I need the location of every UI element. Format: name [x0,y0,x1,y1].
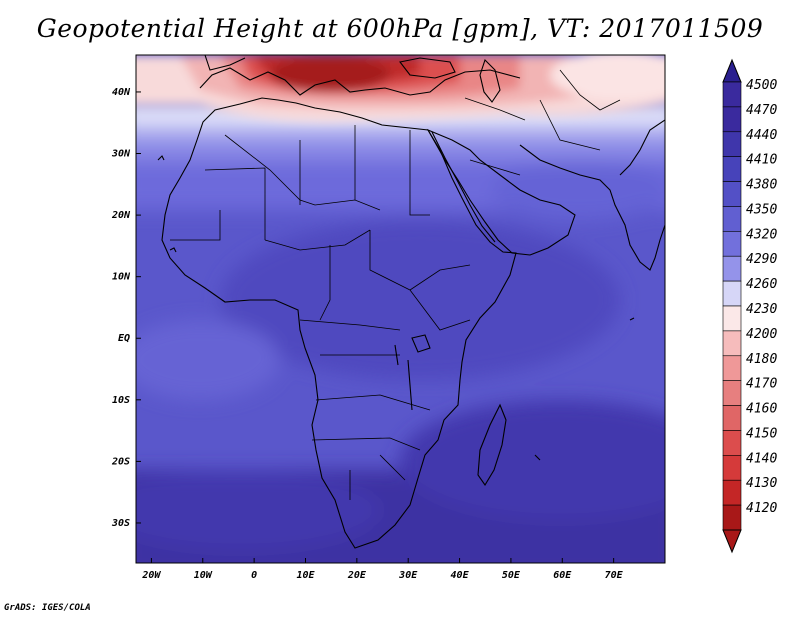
colorbar-label: 4440 [746,128,777,143]
colorbar-swatch [722,504,742,531]
colorbar-label: 4150 [746,426,777,441]
colorbar-label: 4470 [746,103,777,118]
colorbar-label: 4170 [746,377,777,392]
colorbar-swatch [722,156,742,182]
latitude-axis: 40N 30N 20N 10N EQ 10S 20S 30S [111,87,141,529]
colorbar-label: 4500 [746,78,777,93]
longitude-axis: 20W 10W 0 10E 20E 30E 40E 50E 60E 70E [141,558,624,581]
plot-frame [135,54,666,564]
lon-tick-label: 20E [347,570,367,581]
colorbar-swatch [722,380,742,406]
colorbar-swatch [722,355,742,381]
colorbar-swatch [722,131,742,157]
colorbar-swatch [722,181,742,207]
colorbar-label: 4290 [746,252,777,267]
country-borders [170,69,621,500]
lon-tick-label: 60E [553,570,572,581]
colorbar-swatch [722,430,742,456]
colorbar-label: 4160 [746,402,777,417]
colorbar-label: 4320 [746,227,777,242]
lon-tick-label: 40E [451,570,470,581]
colorbar-label: 4260 [746,277,777,292]
colorbar-swatch [722,255,742,282]
colorbar-top-arrow [722,58,742,83]
lat-tick-label: 20N [111,210,131,221]
colorbar-swatch [722,405,742,431]
lat-tick-label: EQ [118,333,130,344]
lon-tick-label: 10E [296,570,315,581]
colorbar-swatch [722,106,742,133]
colorbar-label: 4230 [746,302,777,317]
lat-tick-label: 10N [112,272,131,283]
lon-tick-label: 30E [398,570,418,581]
colorbar-swatch [722,330,742,357]
colorbar-label: 4350 [746,202,777,217]
chart-title: Geopotential Height at 600hPa [gpm], VT:… [36,14,764,43]
lon-tick-label: 10W [194,570,213,581]
colorbar-label: 4380 [746,178,777,193]
colorbar-swatch [722,479,742,506]
colorbar: 4500 4470 4440 4410 4380 4350 4320 4290 4260 4230… [722,58,777,554]
lat-tick-label: 10S [112,395,130,406]
lon-tick-label: 20W [141,570,161,581]
colorbar-label: 4120 [746,501,777,516]
lat-tick-label: 40N [112,87,131,98]
colorbar-swatch [722,81,742,108]
colorbar-label: 4200 [746,327,777,342]
lon-tick-label: 50E [502,570,521,581]
colorbar-swatch [722,455,742,481]
lon-tick-label: 0 [251,570,257,581]
lat-tick-label: 30S [111,518,130,529]
footer-credit: GrADS: IGES/COLA [4,603,91,613]
colorbar-swatch [722,305,742,332]
colorbar-swatch [722,280,742,307]
lat-tick-label: 30N [111,149,131,160]
coastlines [157,55,665,549]
colorbar-swatch [722,231,742,257]
height-field [136,55,665,563]
colorbar-swatch [722,206,742,232]
colorbar-label: 4180 [746,352,777,367]
colorbar-label: 4140 [746,451,777,466]
colorbar-label: 4410 [746,153,777,168]
colorbar-label: 4130 [746,476,777,491]
lat-tick-label: 20S [111,456,130,467]
colorbar-bottom-arrow [722,529,742,554]
lon-tick-label: 70E [605,570,624,581]
